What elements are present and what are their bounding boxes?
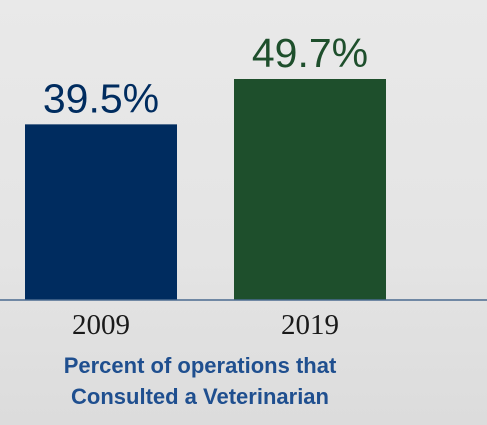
value-label-2019: 49.7%: [252, 30, 368, 76]
x-tick-label-2019: 2019: [281, 309, 339, 341]
value-label-2009: 39.5%: [43, 75, 159, 121]
bar-2019: [234, 79, 386, 300]
x-tick-label-2009: 2009: [72, 309, 130, 341]
bars-layer: 39.5% 2009 49.7% 2019: [25, 30, 386, 341]
chart-caption-line-2: Consulted a Veterinarian: [71, 384, 329, 409]
bar-2009: [25, 124, 177, 300]
chart-caption-line-1: Percent of operations that: [63, 353, 337, 378]
